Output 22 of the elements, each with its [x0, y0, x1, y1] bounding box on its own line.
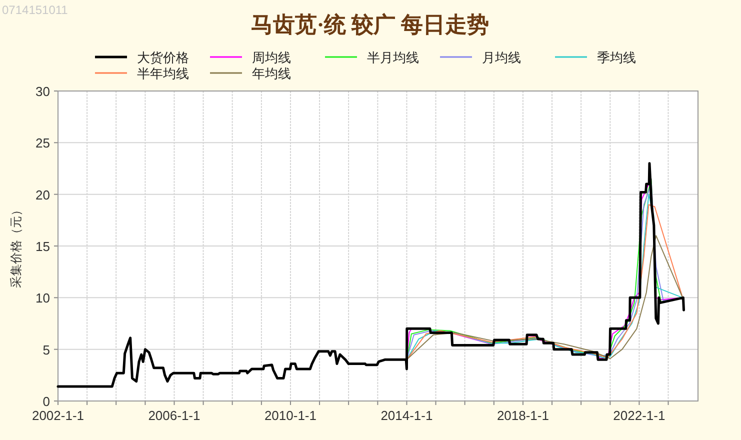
- chart-title: 马齿苋·统 较广 每日走势: [250, 12, 490, 37]
- x-tick-label: 2014-1-1: [380, 408, 433, 423]
- legend-label: 大货价格: [137, 50, 189, 65]
- legend-label: 半月均线: [367, 50, 419, 65]
- y-tick-label: 25: [36, 136, 50, 151]
- y-axis-title: 采集价格（元）: [9, 204, 23, 288]
- y-tick-label: 30: [36, 84, 50, 99]
- x-tick-label: 2002-1-1: [32, 408, 84, 423]
- legend-label: 周均线: [252, 50, 291, 65]
- x-tick-label: 2022-1-1: [613, 408, 666, 423]
- x-tick-label: 2018-1-1: [496, 408, 549, 423]
- y-tick-label: 10: [36, 290, 50, 306]
- y-tick-label: 5: [42, 342, 50, 358]
- legend-label: 季均线: [597, 50, 636, 65]
- y-tick-label: 0: [42, 394, 50, 409]
- x-tick-label: 2010-1-1: [264, 408, 317, 423]
- x-tick-label: 2006-1-1: [148, 408, 200, 423]
- y-tick-label: 20: [36, 187, 50, 202]
- legend-label: 月均线: [482, 50, 521, 65]
- y-tick-label: 15: [36, 239, 50, 254]
- legend-label: 年均线: [252, 66, 291, 81]
- legend-label: 半年均线: [137, 66, 189, 81]
